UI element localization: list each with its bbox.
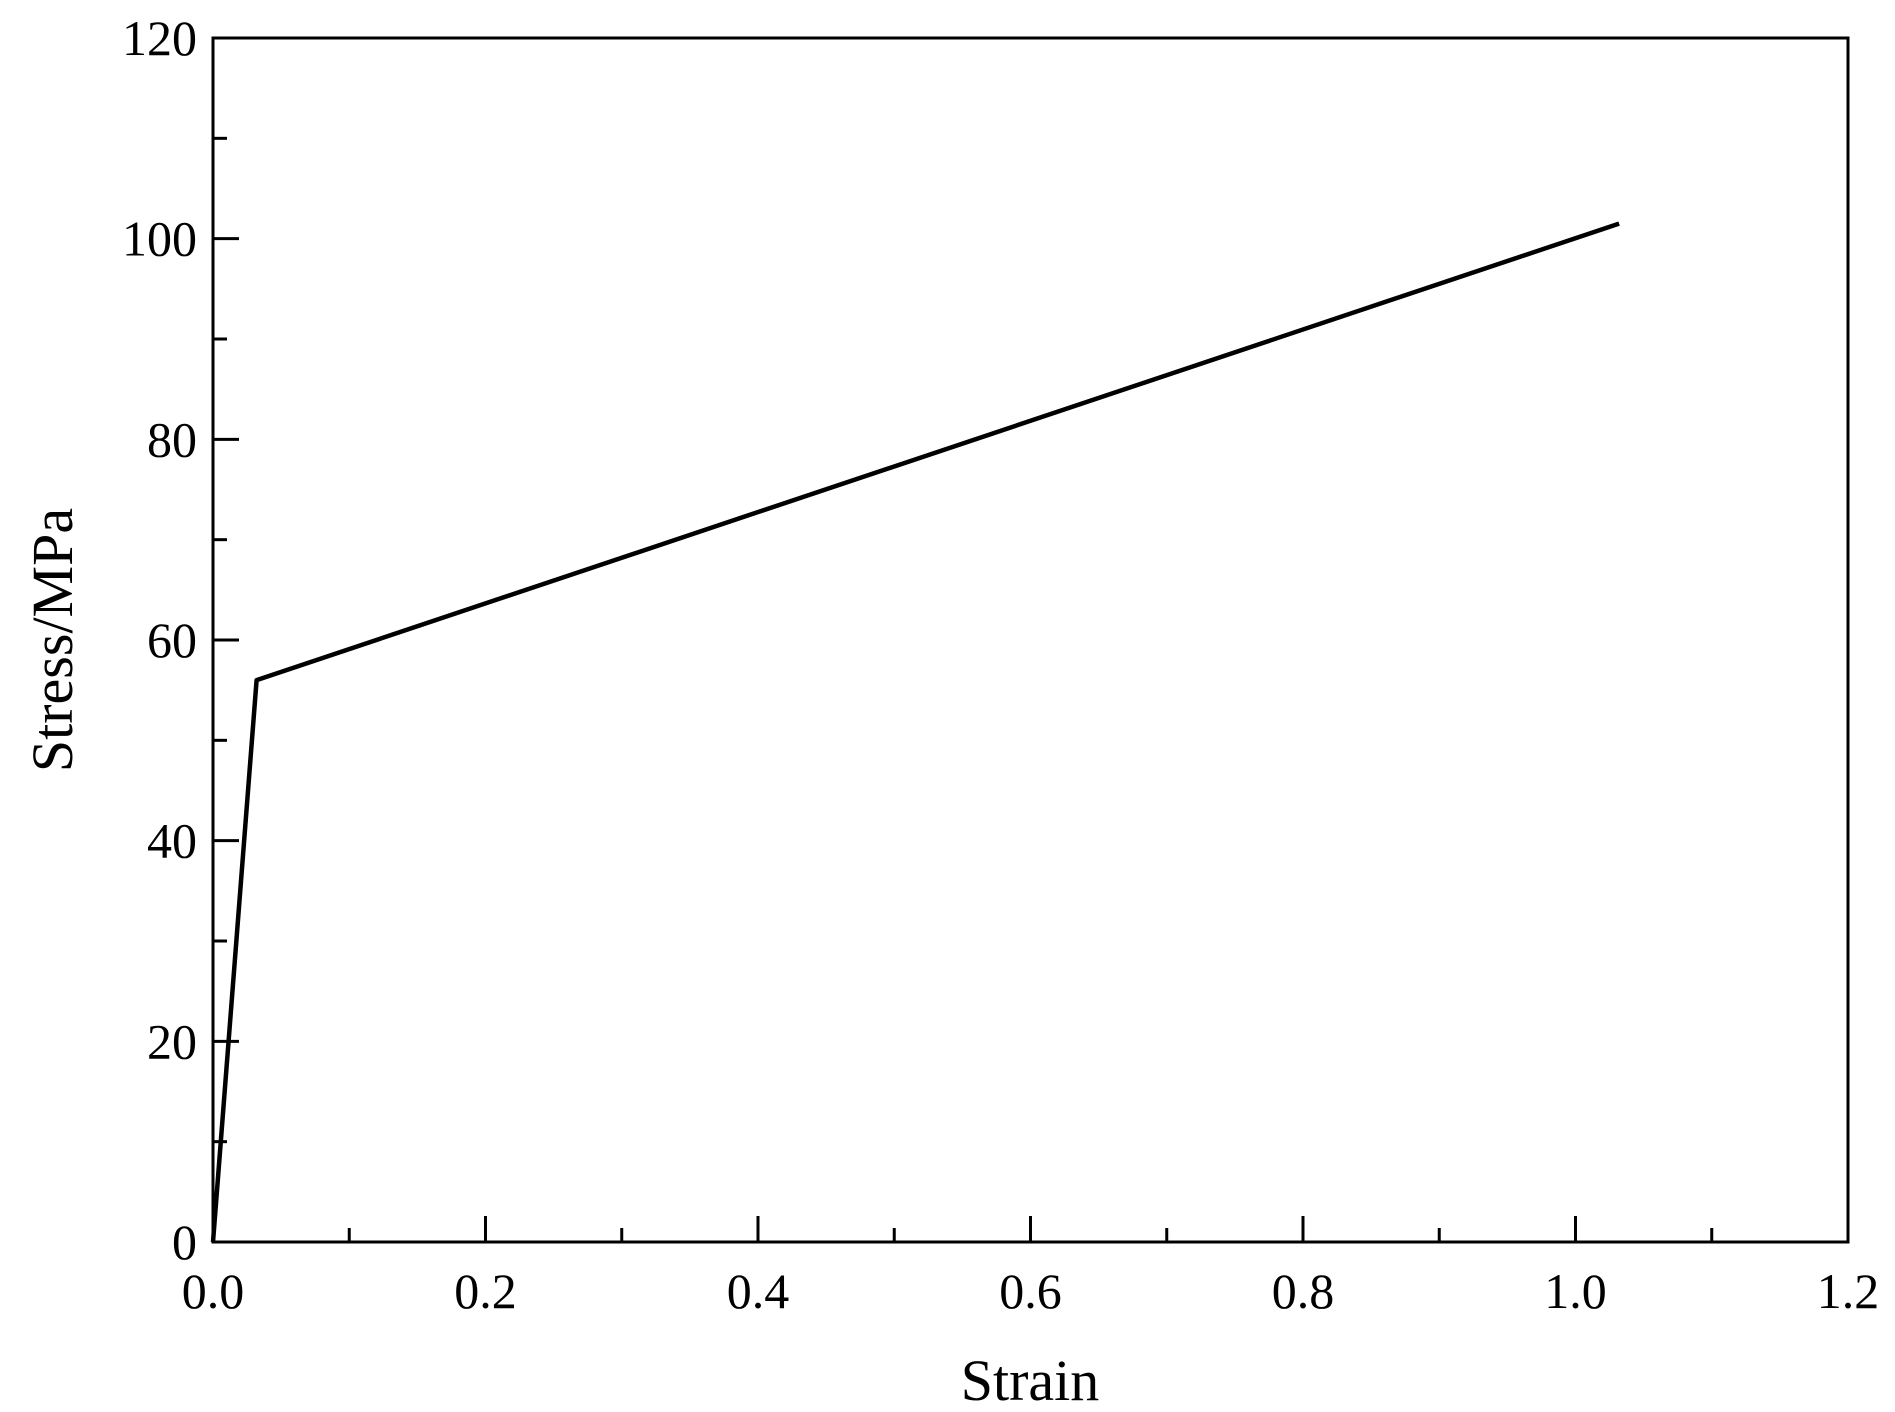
y-tick-label: 60 [147,612,197,668]
y-tick-labels: 0 20 40 60 80 100 120 [122,10,197,1270]
y-tick-label: 80 [147,411,197,467]
stress-strain-line [210,221,1620,1243]
y-tick-label: 20 [147,1013,197,1069]
axis-ticks [211,36,1850,1244]
x-tick-label: 0.0 [182,1263,245,1319]
y-tick-label: 100 [122,211,197,267]
y-tick-label: 120 [122,10,197,66]
x-tick-label: 0.8 [1272,1263,1335,1319]
plot-frame [211,36,1850,1244]
x-tick-label: 1.2 [1817,1263,1880,1319]
x-tick-label: 0.4 [727,1263,790,1319]
x-axis-title: Strain [961,1348,1100,1412]
x-tick-label: 0.2 [454,1263,517,1319]
x-tick-labels: 0.0 0.2 0.4 0.6 0.8 1.0 1.2 [182,1263,1880,1319]
data-series [210,221,1620,1243]
y-tick-label: 0 [172,1214,197,1270]
x-tick-label: 0.6 [999,1263,1062,1319]
x-tick-label: 1.0 [1544,1263,1607,1319]
y-tick-label: 40 [147,813,197,869]
y-axis-title: Stress/MPa [20,508,85,772]
